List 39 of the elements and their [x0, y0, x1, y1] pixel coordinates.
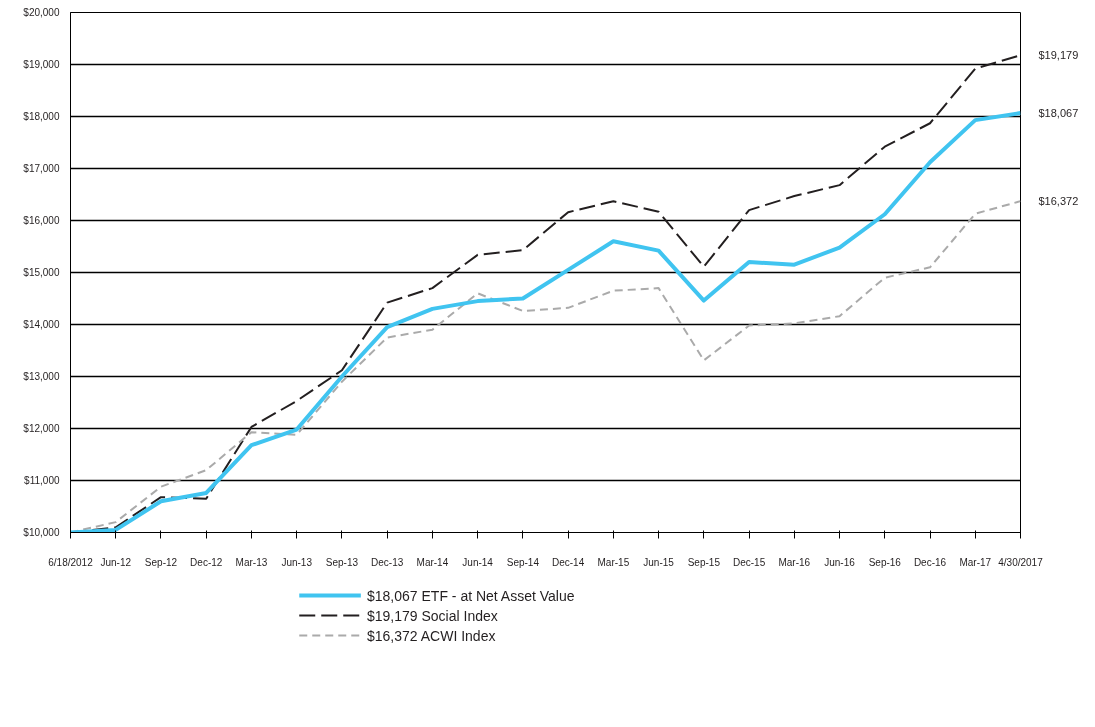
x-tick-label: Jun-16 [824, 556, 856, 568]
x-tick-label: Sep-13 [325, 556, 359, 568]
legend-label: $18,067 ETF - at Net Asset Value [367, 587, 575, 604]
x-tick-label: Dec-15 [732, 556, 766, 568]
y-tick-label: $15,000 [23, 267, 60, 278]
x-tick-label: Sep-16 [868, 556, 902, 568]
x-tick-label: Sep-14 [506, 556, 540, 568]
y-tick-label: $11,000 [24, 475, 60, 486]
x-tick-label: Dec-12 [190, 556, 223, 568]
x-tick-label: Jun-12 [100, 556, 132, 568]
x-tick-label: Dec-16 [913, 556, 947, 568]
x-tick-label: Dec-14 [552, 556, 585, 568]
y-tick-label: $19,000 [23, 59, 60, 70]
x-tick-label: 4/30/2017 [998, 556, 1044, 568]
y-tick-label: $20,000 [23, 7, 60, 18]
y-tick-label: $10,000 [23, 527, 60, 538]
annotation: $18,067 [1038, 107, 1079, 120]
x-tick-label: Mar-14 [416, 556, 449, 568]
annotation: $16,372 [1038, 195, 1079, 208]
y-tick-label: $18,000 [23, 111, 60, 122]
legend-label: $16,372 ACWI Index [367, 627, 496, 644]
x-tick-label: 6/18/2012 [48, 556, 94, 568]
x-tick-label: Dec-13 [371, 556, 404, 568]
annotation: $19,179 [1038, 49, 1079, 62]
x-tick-label: Mar-17 [959, 556, 992, 568]
x-tick-label: Sep-15 [687, 556, 721, 568]
y-tick-label: $12,000 [23, 423, 60, 434]
y-tick-label: $13,000 [23, 371, 60, 382]
x-tick-label: Mar-13 [235, 556, 268, 568]
x-tick-label: Sep-12 [144, 556, 178, 568]
x-tick-label: Jun-13 [281, 556, 313, 568]
y-tick-label: $14,000 [23, 319, 60, 330]
y-tick-label: $16,000 [23, 215, 60, 226]
x-tick-label: Jun-15 [643, 556, 675, 568]
x-tick-label: Mar-16 [778, 556, 811, 568]
x-tick-label: Mar-15 [597, 556, 630, 568]
y-tick-label: $17,000 [23, 163, 60, 174]
legend-label: $19,179 Social Index [367, 607, 498, 624]
x-tick-label: Jun-14 [462, 556, 494, 568]
